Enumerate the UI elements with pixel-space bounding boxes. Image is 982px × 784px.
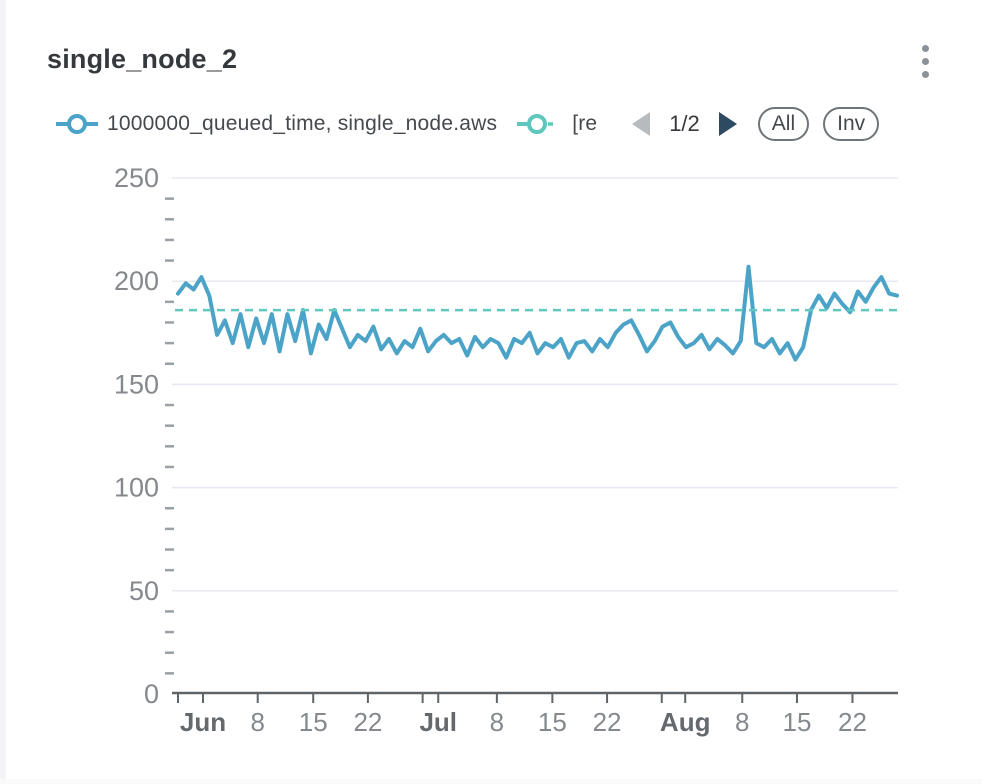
svg-text:8: 8	[250, 707, 264, 737]
svg-text:100: 100	[114, 473, 159, 503]
svg-text:15: 15	[299, 707, 328, 737]
legend-item-series2[interactable]: [re	[517, 110, 610, 138]
svg-text:Aug: Aug	[660, 707, 711, 737]
svg-text:200: 200	[114, 266, 159, 296]
svg-text:150: 150	[114, 369, 159, 399]
kebab-icon	[921, 57, 929, 65]
legend-label-series2: [re	[572, 112, 598, 135]
kebab-icon	[921, 70, 929, 78]
legend-item-series1[interactable]: 1000000_queued_time, single_node.aws	[56, 110, 497, 138]
legend-label-series1: 1000000_queued_time, single_node.aws	[107, 112, 498, 135]
kebab-icon	[921, 44, 929, 52]
svg-text:15: 15	[783, 707, 812, 737]
series1-line-circle-icon	[56, 114, 98, 134]
svg-text:22: 22	[838, 707, 867, 737]
more-options-button[interactable]	[912, 40, 938, 82]
legend-invert-selection-button[interactable]: Inv	[823, 107, 880, 141]
svg-text:8: 8	[735, 707, 749, 737]
svg-text:0: 0	[144, 679, 159, 709]
page-gutter-left	[0, 0, 6, 784]
svg-text:15: 15	[538, 707, 567, 737]
svg-text:50: 50	[129, 576, 159, 606]
svg-text:Jul: Jul	[419, 707, 457, 737]
svg-text:Jun: Jun	[180, 707, 226, 737]
panel-title: single_node_2	[47, 44, 238, 74]
svg-text:250: 250	[114, 163, 159, 193]
legend-next-page-button[interactable]	[718, 112, 737, 136]
svg-text:22: 22	[593, 707, 622, 737]
legend-select-all-button[interactable]: All	[757, 107, 810, 141]
svg-text:8: 8	[490, 707, 504, 737]
legend-prev-page-button[interactable]	[632, 112, 651, 136]
svg-text:22: 22	[353, 707, 382, 737]
series2-line-circle-icon	[517, 114, 554, 134]
page-gutter-bottom	[0, 779, 982, 784]
legend-page-indicator: 1/2	[669, 111, 700, 136]
legend: 1000000_queued_time, single_node.aws [re…	[56, 104, 962, 144]
